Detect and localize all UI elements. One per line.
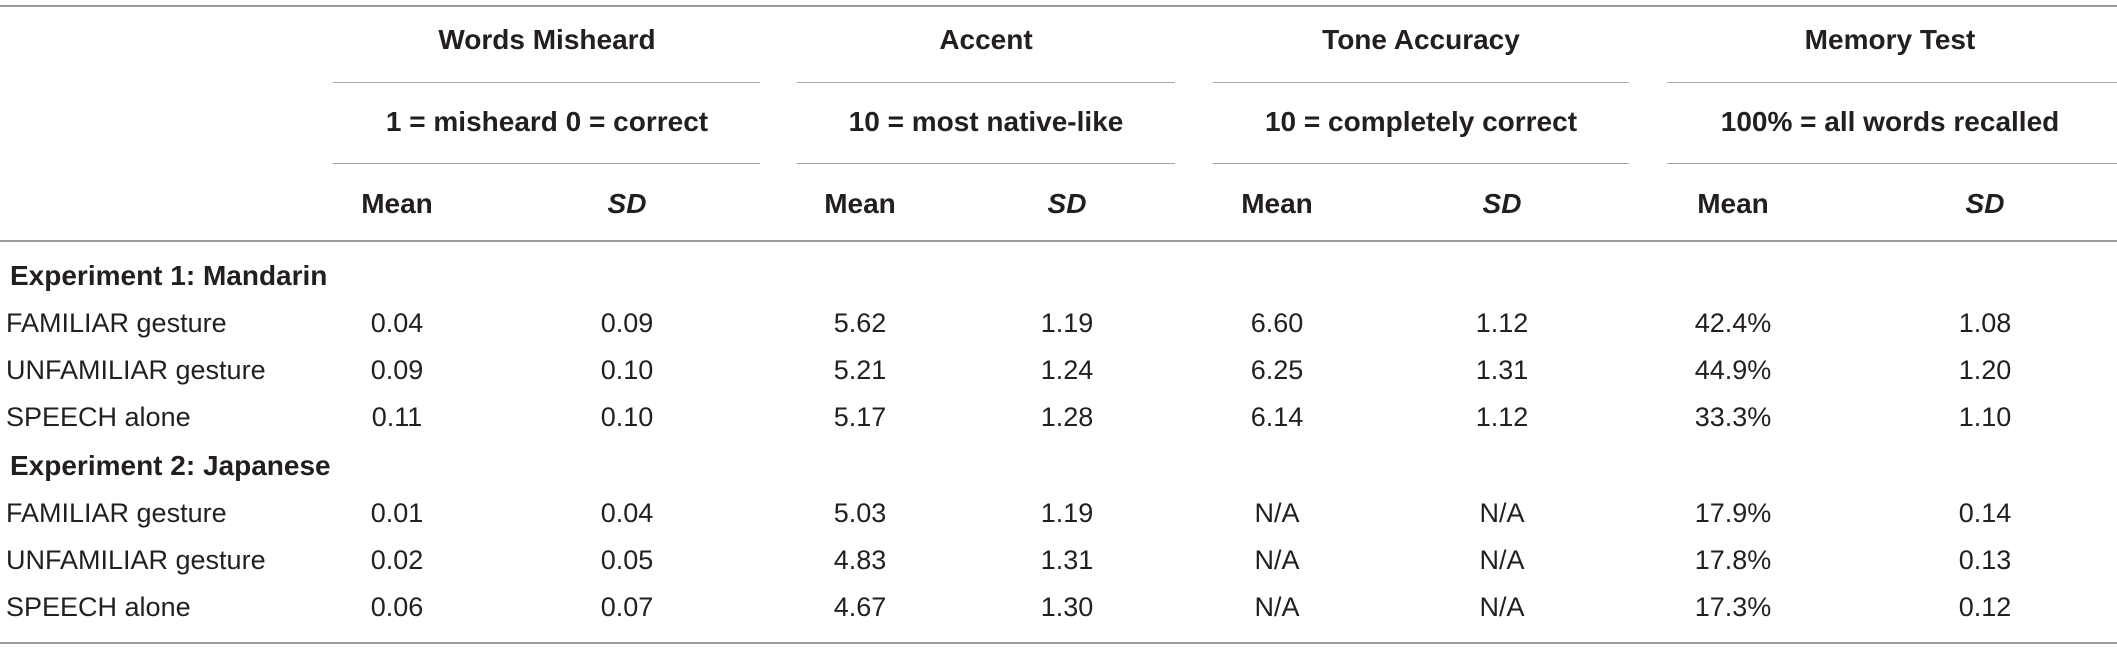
row-label: UNFAMILIAR gesture: [6, 545, 266, 575]
table-cell: 0.05: [600, 545, 654, 575]
table-cell: N/A: [1254, 498, 1300, 528]
table-cell: 0.10: [600, 402, 654, 432]
header-bottom-rule: [0, 240, 2117, 242]
table-cell: 0.04: [600, 498, 654, 528]
group-4-rule-upper: [1667, 82, 2117, 83]
table-cell: 0.06: [370, 592, 424, 622]
row-label: SPEECH alone: [6, 402, 191, 432]
row-label: SPEECH alone: [6, 592, 191, 622]
table-cell: 1.19: [1040, 308, 1094, 338]
table-cell: 4.67: [833, 592, 887, 622]
table-cell: 1.24: [1040, 355, 1094, 385]
table-cell: 17.3%: [1694, 592, 1772, 622]
column-header-mean: Mean: [1241, 188, 1313, 219]
table-cell: 0.07: [600, 592, 654, 622]
table-cell: 0.02: [370, 545, 424, 575]
group-3-rule-upper: [1213, 82, 1629, 83]
column-header-mean: Mean: [1697, 188, 1769, 219]
table-cell: 5.03: [833, 498, 887, 528]
table-cell: N/A: [1479, 545, 1525, 575]
row-label: FAMILIAR gesture: [6, 308, 227, 338]
group-subtitle-memory-test: 100% = all words recalled: [1720, 106, 2060, 137]
group-subtitle-accent: 10 = most native-like: [848, 106, 1124, 137]
group-title-memory-test: Memory Test: [1804, 24, 1976, 55]
table-cell: N/A: [1254, 592, 1300, 622]
table-cell: 0.14: [1958, 498, 2012, 528]
group-title-tone-accuracy: Tone Accuracy: [1322, 24, 1520, 55]
section-title-japanese: Experiment 2: Japanese: [10, 450, 331, 481]
group-1-rule-upper: [333, 82, 760, 83]
table-cell: 5.62: [833, 308, 887, 338]
table-cell: 6.14: [1250, 402, 1304, 432]
table-cell: 5.17: [833, 402, 887, 432]
section-title-mandarin: Experiment 1: Mandarin: [10, 260, 328, 291]
table-cell: 1.08: [1958, 308, 2012, 338]
column-header-sd: SD: [1482, 188, 1522, 219]
table-cell: 0.09: [600, 308, 654, 338]
table-cell: 1.19: [1040, 498, 1094, 528]
group-subtitle-tone-accuracy: 10 = completely correct: [1264, 106, 1578, 137]
table-cell: N/A: [1479, 592, 1525, 622]
group-2-rule-lower: [797, 163, 1175, 164]
group-4-rule-lower: [1667, 163, 2117, 164]
group-title-words-misheard: Words Misheard: [438, 24, 656, 55]
table-cell: 0.09: [370, 355, 424, 385]
bottom-rule: [0, 642, 2117, 644]
table-cell: 1.20: [1958, 355, 2012, 385]
table-cell: 1.31: [1475, 355, 1529, 385]
table-cell: 1.12: [1475, 308, 1529, 338]
column-header-sd: SD: [607, 188, 647, 219]
column-header-sd: SD: [1965, 188, 2005, 219]
column-header-sd: SD: [1047, 188, 1087, 219]
group-1-rule-lower: [333, 163, 760, 164]
table-cell: 4.83: [833, 545, 887, 575]
column-header-mean: Mean: [824, 188, 896, 219]
table-cell: 1.12: [1475, 402, 1529, 432]
table-cell: 0.01: [370, 498, 424, 528]
table-cell: 0.13: [1958, 545, 2012, 575]
table-cell: 17.8%: [1694, 545, 1772, 575]
row-label: UNFAMILIAR gesture: [6, 355, 266, 385]
table-cell: 1.31: [1040, 545, 1094, 575]
table-cell: 1.30: [1040, 592, 1094, 622]
table-cell: 42.4%: [1694, 308, 1772, 338]
table-cell: 0.04: [370, 308, 424, 338]
table-cell: 6.60: [1250, 308, 1304, 338]
group-2-rule-upper: [797, 82, 1175, 83]
table-cell: 0.11: [371, 402, 423, 432]
column-header-mean: Mean: [361, 188, 433, 219]
group-title-accent: Accent: [939, 24, 1033, 55]
table-cell: N/A: [1479, 498, 1525, 528]
table-cell: 44.9%: [1694, 355, 1772, 385]
table-cell: 17.9%: [1694, 498, 1772, 528]
top-rule: [0, 5, 2117, 7]
row-label: FAMILIAR gesture: [6, 498, 227, 528]
table-cell: 0.10: [600, 355, 654, 385]
group-3-rule-lower: [1213, 163, 1629, 164]
table-cell: 0.12: [1958, 592, 2012, 622]
table-cell: 1.10: [1958, 402, 2012, 432]
group-subtitle-words-misheard: 1 = misheard 0 = correct: [385, 106, 709, 137]
table-cell: 33.3%: [1694, 402, 1772, 432]
table-cell: 1.28: [1040, 402, 1094, 432]
table-cell: 6.25: [1250, 355, 1304, 385]
table-cell: 5.21: [833, 355, 887, 385]
table-cell: N/A: [1254, 545, 1300, 575]
